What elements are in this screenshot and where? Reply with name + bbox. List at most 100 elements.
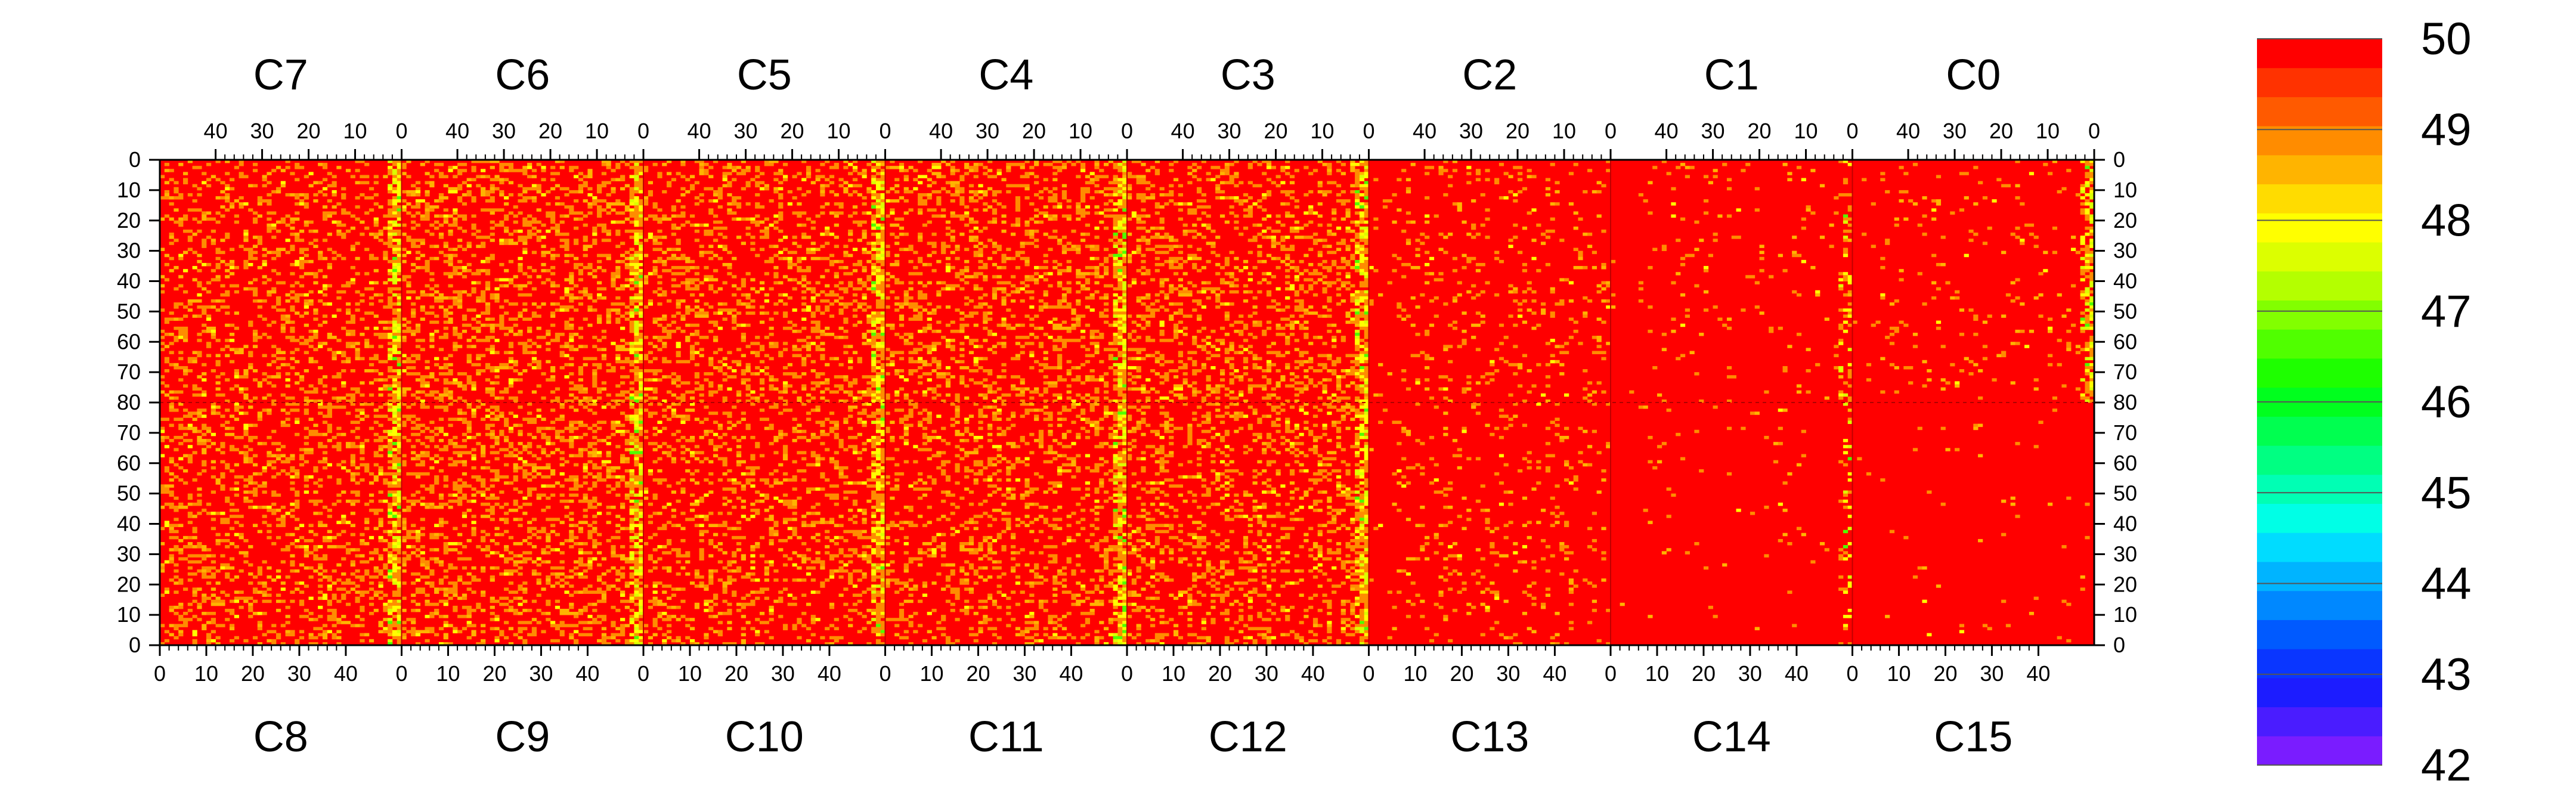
heatmap-cell	[434, 329, 439, 333]
heatmap-cell	[1001, 363, 1007, 367]
heatmap-cell	[1122, 354, 1128, 358]
heatmap-cell	[1061, 244, 1067, 248]
heatmap-cell	[178, 253, 184, 258]
heatmap-cell	[290, 339, 295, 342]
heatmap-cell	[792, 308, 797, 312]
heatmap-cell	[913, 390, 918, 394]
heatmap-cell	[680, 175, 686, 178]
heatmap-cell	[815, 281, 821, 284]
heatmap-cell	[1122, 357, 1128, 361]
heatmap-cell	[1113, 272, 1118, 275]
heatmap-cell	[941, 372, 946, 376]
heatmap-cell	[992, 296, 998, 300]
heatmap-cell	[355, 169, 360, 172]
heatmap-cell	[290, 305, 295, 309]
heatmap-cell	[485, 190, 491, 194]
heatmap-cell	[369, 187, 374, 191]
heatmap-cell	[680, 272, 686, 275]
heatmap-cell	[1113, 202, 1118, 206]
heatmap-cell	[318, 190, 323, 194]
heatmap-cell	[1275, 175, 1281, 178]
heatmap-cell	[355, 181, 360, 185]
heatmap-cell	[443, 217, 448, 221]
heatmap-cell	[1104, 175, 1109, 178]
heatmap-cell	[1113, 314, 1118, 318]
heatmap-cell	[1057, 242, 1063, 245]
heatmap-cell	[1117, 296, 1123, 300]
heatmap-cell	[290, 247, 295, 252]
heatmap-cell	[429, 181, 435, 185]
heatmap-cell	[955, 256, 960, 261]
heatmap-cell	[810, 181, 816, 185]
heatmap-cell	[680, 214, 686, 218]
heatmap-cell	[773, 190, 779, 194]
heatmap-cell	[806, 305, 812, 309]
heatmap-cell	[983, 326, 988, 330]
heatmap-cell	[708, 305, 714, 309]
heatmap-cell	[192, 233, 197, 236]
heatmap-cell	[880, 211, 886, 215]
heatmap-cell	[996, 323, 1002, 327]
heatmap-cell	[313, 311, 318, 315]
heatmap-cell	[639, 187, 644, 191]
heatmap-cell	[1350, 160, 1355, 163]
heatmap-cell	[880, 284, 886, 288]
heatmap-cell	[1104, 187, 1109, 191]
heatmap-cell	[295, 217, 300, 221]
heatmap-cell	[894, 372, 900, 376]
heatmap-cell	[275, 372, 281, 376]
heatmap-cell	[597, 293, 602, 297]
heatmap-cell	[848, 239, 853, 242]
heatmap-cell	[875, 305, 881, 309]
heatmap-cell	[1034, 230, 1039, 233]
heatmap-cell	[848, 233, 853, 236]
heatmap-cell	[973, 357, 979, 361]
heatmap-cell	[388, 208, 393, 212]
heatmap-cell	[764, 399, 769, 403]
heatmap-cell	[234, 290, 239, 294]
heatmap-cell	[174, 266, 179, 270]
heatmap-cell	[815, 323, 821, 327]
heatmap-cell	[569, 336, 574, 339]
heatmap-cell	[1015, 223, 1021, 227]
heatmap-cell	[397, 390, 402, 394]
heatmap-cell	[569, 326, 574, 330]
heatmap-cell	[978, 266, 983, 270]
heatmap-cell	[1052, 196, 1058, 200]
heatmap-cell	[308, 345, 314, 348]
heatmap-cell	[197, 293, 202, 297]
heatmap-cell	[318, 366, 323, 370]
heatmap-cell	[420, 305, 425, 309]
heatmap-cell	[1308, 172, 1314, 175]
heatmap-cell	[559, 160, 565, 163]
heatmap-cell	[922, 360, 928, 364]
heatmap-cell	[1122, 196, 1128, 200]
heatmap-cell	[848, 393, 853, 397]
heatmap-cell	[215, 363, 221, 367]
heatmap-cell	[1350, 190, 1355, 194]
heatmap-cell	[652, 396, 658, 400]
heatmap-cell	[583, 357, 588, 361]
heatmap-cell	[304, 293, 309, 297]
heatmap-cell	[1117, 226, 1123, 230]
heatmap-cell	[992, 217, 998, 221]
heatmap-cell	[1117, 193, 1123, 197]
heatmap-cell	[197, 187, 202, 191]
heatmap-cell	[680, 205, 686, 209]
heatmap-cell	[983, 262, 988, 267]
heatmap-cell	[388, 187, 393, 191]
heatmap-cell	[1150, 166, 1156, 169]
heatmap-cell	[1192, 163, 1197, 166]
heatmap-cell	[689, 357, 695, 361]
heatmap-cell	[499, 223, 504, 227]
heatmap-cell	[401, 387, 407, 391]
heatmap-cell	[987, 220, 993, 224]
heatmap-cell	[578, 269, 584, 273]
heatmap-cell	[583, 244, 588, 248]
heatmap-cell	[1043, 205, 1048, 209]
heatmap-cell	[606, 163, 611, 166]
heatmap-cell	[634, 329, 639, 333]
heatmap-cell	[1034, 175, 1039, 178]
heatmap-cell	[903, 290, 909, 294]
heatmap-cell	[559, 244, 565, 248]
